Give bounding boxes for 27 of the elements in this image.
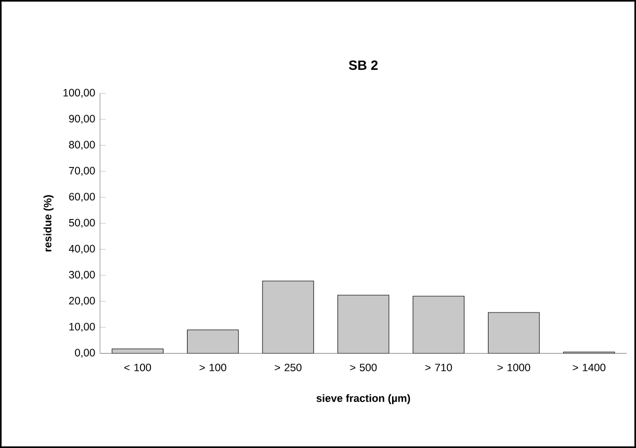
y-tick-label: 20,00 bbox=[69, 296, 95, 306]
y-tick-label: 90,00 bbox=[69, 114, 95, 124]
x-tick-label: > 500 bbox=[350, 364, 377, 372]
chart-title: SB 2 bbox=[348, 60, 378, 70]
y-tick-label: 60,00 bbox=[69, 192, 95, 202]
y-tick-label: 30,00 bbox=[68, 270, 95, 280]
x-tick-label: > 1000 bbox=[498, 364, 530, 372]
bar bbox=[337, 294, 390, 354]
y-tick-label: 50,00 bbox=[69, 218, 95, 228]
y-tick-label: 80,00 bbox=[69, 140, 95, 150]
y-tick-label: 0,00 bbox=[74, 348, 95, 358]
x-tick-label: > 1400 bbox=[572, 364, 606, 372]
x-axis-title: sieve fraction (µm) bbox=[316, 394, 410, 404]
x-tick-label: > 100 bbox=[200, 364, 226, 372]
bar bbox=[112, 348, 164, 354]
x-tick-label: < 100 bbox=[124, 364, 151, 372]
y-tick-label: 100,00 bbox=[63, 88, 95, 98]
bar bbox=[187, 330, 239, 354]
x-tick-label: > 710 bbox=[425, 364, 452, 372]
bar bbox=[412, 296, 464, 354]
bar bbox=[262, 280, 314, 354]
y-tick-label: 10,00 bbox=[69, 322, 95, 332]
y-tick-label: 40,00 bbox=[68, 244, 95, 254]
y-axis-title: residue (%) bbox=[44, 195, 54, 252]
x-tick-label: > 250 bbox=[274, 364, 302, 372]
bar bbox=[488, 312, 540, 354]
y-tick-label: 70,00 bbox=[69, 166, 95, 176]
